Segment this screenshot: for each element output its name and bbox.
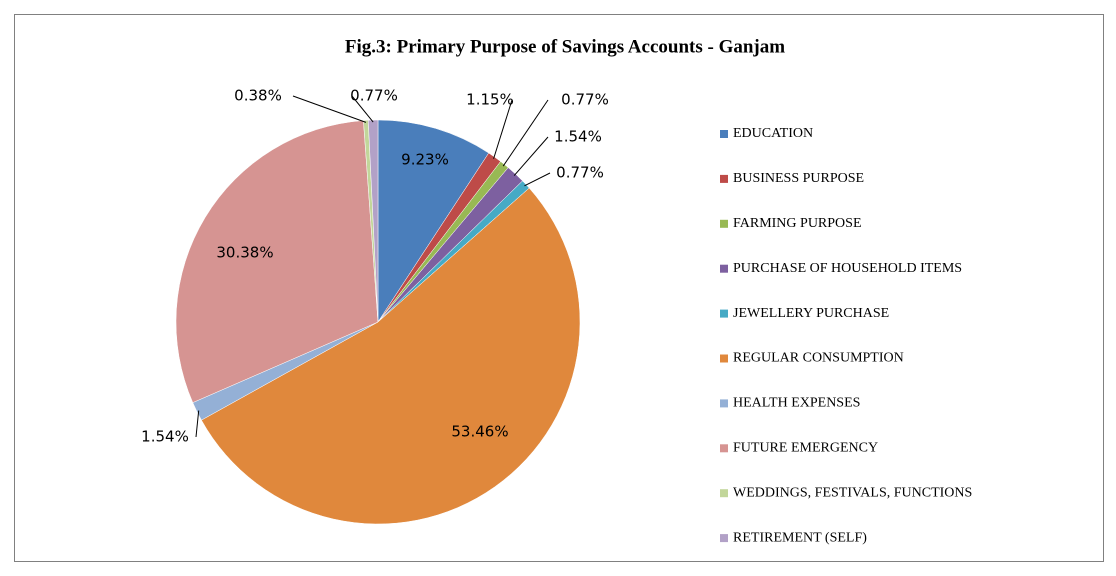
data-label: 0.77% bbox=[561, 91, 609, 109]
legend-label: EDUCATION bbox=[733, 126, 813, 141]
legend-label: JEWELLERY PURCHASE bbox=[733, 306, 889, 321]
legend-swatch bbox=[720, 174, 728, 183]
legend-label: RETIREMENT (SELF) bbox=[733, 530, 867, 545]
legend-swatch bbox=[720, 130, 728, 138]
legend-label: PURCHASE OF HOUSEHOLD ITEMS bbox=[733, 261, 962, 276]
leader-line bbox=[351, 95, 374, 123]
pie-slice bbox=[377, 119, 490, 323]
legend-label: HEALTH EXPENSES bbox=[733, 396, 860, 411]
data-label: 1.54% bbox=[141, 428, 189, 446]
legend-swatch bbox=[720, 264, 728, 273]
leader-line bbox=[524, 172, 551, 187]
data-label: 53.46% bbox=[451, 423, 508, 441]
pie-slice bbox=[367, 119, 379, 323]
legend-swatch bbox=[720, 399, 728, 408]
legend-swatch bbox=[720, 354, 728, 363]
legend-swatch bbox=[720, 444, 728, 453]
leader-line bbox=[292, 95, 367, 123]
leader-line bbox=[502, 99, 549, 167]
leader-line bbox=[195, 410, 200, 438]
legend-swatch bbox=[720, 489, 728, 498]
legend-swatch bbox=[720, 309, 728, 318]
data-label: 9.23% bbox=[401, 151, 449, 169]
pie-slice bbox=[201, 187, 581, 525]
data-label: 0.77% bbox=[350, 87, 398, 105]
legend-label: BUSINESS PURPOSE bbox=[733, 171, 864, 186]
data-label: 1.54% bbox=[554, 128, 602, 146]
legend-label: FARMING PURPOSE bbox=[733, 216, 862, 231]
legend-label: FUTURE EMERGENCY bbox=[733, 441, 878, 456]
chart-title: Fig.3: Primary Purpose of Savings Accoun… bbox=[345, 36, 785, 57]
leader-line bbox=[493, 99, 513, 159]
legend-swatch bbox=[720, 219, 728, 228]
legend-swatch bbox=[720, 534, 728, 543]
data-label: 30.38% bbox=[216, 244, 273, 262]
legend-label: REGULAR CONSUMPTION bbox=[733, 351, 904, 366]
pie-slice bbox=[175, 120, 379, 403]
data-label: 1.15% bbox=[466, 91, 514, 109]
data-label: 0.38% bbox=[234, 87, 282, 105]
data-label: 0.77% bbox=[556, 164, 604, 182]
legend-label: WEDDINGS, FESTIVALS, FUNCTIONS bbox=[733, 485, 972, 500]
leader-line bbox=[513, 136, 549, 176]
